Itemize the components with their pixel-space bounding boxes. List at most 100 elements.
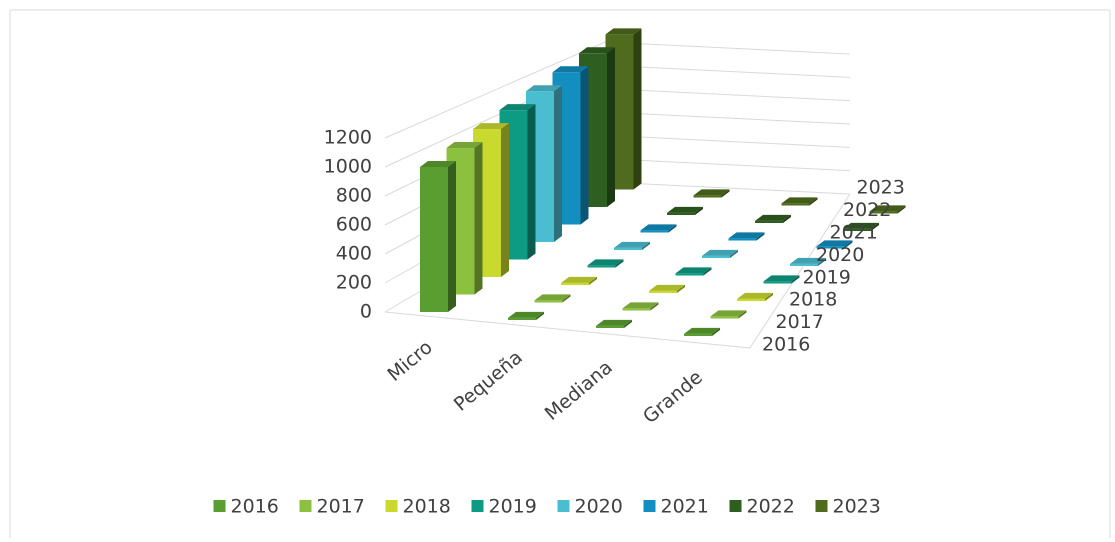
bar-top xyxy=(587,259,624,266)
bar-side xyxy=(703,267,712,276)
legend-swatch xyxy=(471,500,484,512)
bar-top xyxy=(728,232,765,239)
bar-front xyxy=(649,290,677,293)
bar-top xyxy=(737,292,773,299)
bar xyxy=(561,276,597,285)
bar-side xyxy=(791,275,800,284)
bar-side xyxy=(554,85,562,242)
bar xyxy=(420,161,456,312)
bar xyxy=(622,302,659,311)
bar-top xyxy=(552,66,589,73)
bar-front xyxy=(622,308,651,311)
bar-side xyxy=(844,240,853,249)
bar-side xyxy=(730,249,738,258)
bar xyxy=(869,205,906,214)
bar xyxy=(508,311,544,320)
bar xyxy=(649,284,685,293)
bar-side xyxy=(562,294,571,303)
bar-side xyxy=(871,222,879,231)
legend-swatch xyxy=(815,500,828,512)
bar-front xyxy=(737,298,765,301)
bar-side xyxy=(527,104,536,260)
bar-top xyxy=(710,310,747,317)
bar-side xyxy=(756,232,765,241)
floor-edge xyxy=(384,193,851,349)
bar-front xyxy=(843,228,871,231)
bar-top xyxy=(561,276,597,283)
grid-line xyxy=(384,41,851,139)
bar xyxy=(596,319,632,328)
bar xyxy=(534,294,571,303)
bar-top xyxy=(622,302,659,309)
bar-top xyxy=(605,28,642,35)
bar-front xyxy=(667,212,695,215)
bar-front xyxy=(763,281,792,284)
bar-front xyxy=(675,273,704,276)
bar xyxy=(737,292,773,301)
bar-front xyxy=(640,230,669,233)
bar-top xyxy=(579,47,615,54)
bar-top xyxy=(693,189,730,196)
bar xyxy=(843,222,879,231)
legend-label: 2017 xyxy=(317,496,365,518)
bar-side xyxy=(501,123,509,277)
legend-swatch xyxy=(643,500,656,512)
depth-tick-label: 2016 xyxy=(762,334,810,356)
y-tick-label: 1000 xyxy=(324,156,372,178)
legend-label: 2023 xyxy=(833,496,881,518)
depth-tick-label: 2020 xyxy=(816,244,864,266)
bar-top xyxy=(473,123,509,130)
legend-label: 2020 xyxy=(575,496,623,518)
bar xyxy=(614,241,650,250)
y-tick-label: 200 xyxy=(336,272,372,294)
chart-frame xyxy=(9,9,1111,542)
bar-front xyxy=(693,195,722,198)
bar-side xyxy=(712,327,720,336)
bar-side xyxy=(536,311,544,320)
bar-front xyxy=(755,220,783,223)
bar-front xyxy=(534,300,563,303)
bar-side xyxy=(677,284,685,293)
y-tick-label: 0 xyxy=(360,301,372,323)
bar-top xyxy=(420,161,456,167)
bar-side xyxy=(818,257,826,266)
legend-swatch xyxy=(213,500,226,512)
bar xyxy=(728,232,765,241)
bar-front xyxy=(614,247,642,250)
legend-label: 2021 xyxy=(661,496,709,518)
bar-side xyxy=(721,189,730,198)
bar-top xyxy=(614,241,650,248)
bar-front xyxy=(702,255,730,258)
bar-side xyxy=(615,259,624,268)
bar-top xyxy=(499,104,536,111)
bar-side xyxy=(897,205,906,214)
legend-label: 2018 xyxy=(403,496,451,518)
depth-tick-label: 2022 xyxy=(843,199,891,221)
bar-top xyxy=(702,249,738,256)
bar-side xyxy=(624,319,632,328)
depth-tick-label: 2019 xyxy=(803,266,851,288)
legend-label: 2016 xyxy=(231,496,279,518)
y-tick-label: 800 xyxy=(336,185,372,207)
bar-front xyxy=(710,316,739,319)
bar xyxy=(640,224,677,233)
y-tick-label: 1200 xyxy=(324,127,372,149)
legend-swatch xyxy=(385,500,398,512)
bar-top xyxy=(763,275,800,282)
bar-front xyxy=(508,317,536,320)
bar xyxy=(684,327,720,336)
bar-front xyxy=(790,263,818,266)
bar-side xyxy=(738,310,747,319)
x-tick-label: Mediana xyxy=(541,356,617,425)
bar-side xyxy=(650,302,659,311)
bar-front xyxy=(684,333,712,336)
bar xyxy=(675,267,712,276)
bar-side xyxy=(580,66,589,225)
legend-swatch xyxy=(729,500,742,512)
bar-top xyxy=(526,85,562,92)
bar-top xyxy=(675,267,712,274)
bar xyxy=(702,249,738,258)
depth-tick-label: 2023 xyxy=(857,177,905,199)
bar-side xyxy=(765,292,773,301)
